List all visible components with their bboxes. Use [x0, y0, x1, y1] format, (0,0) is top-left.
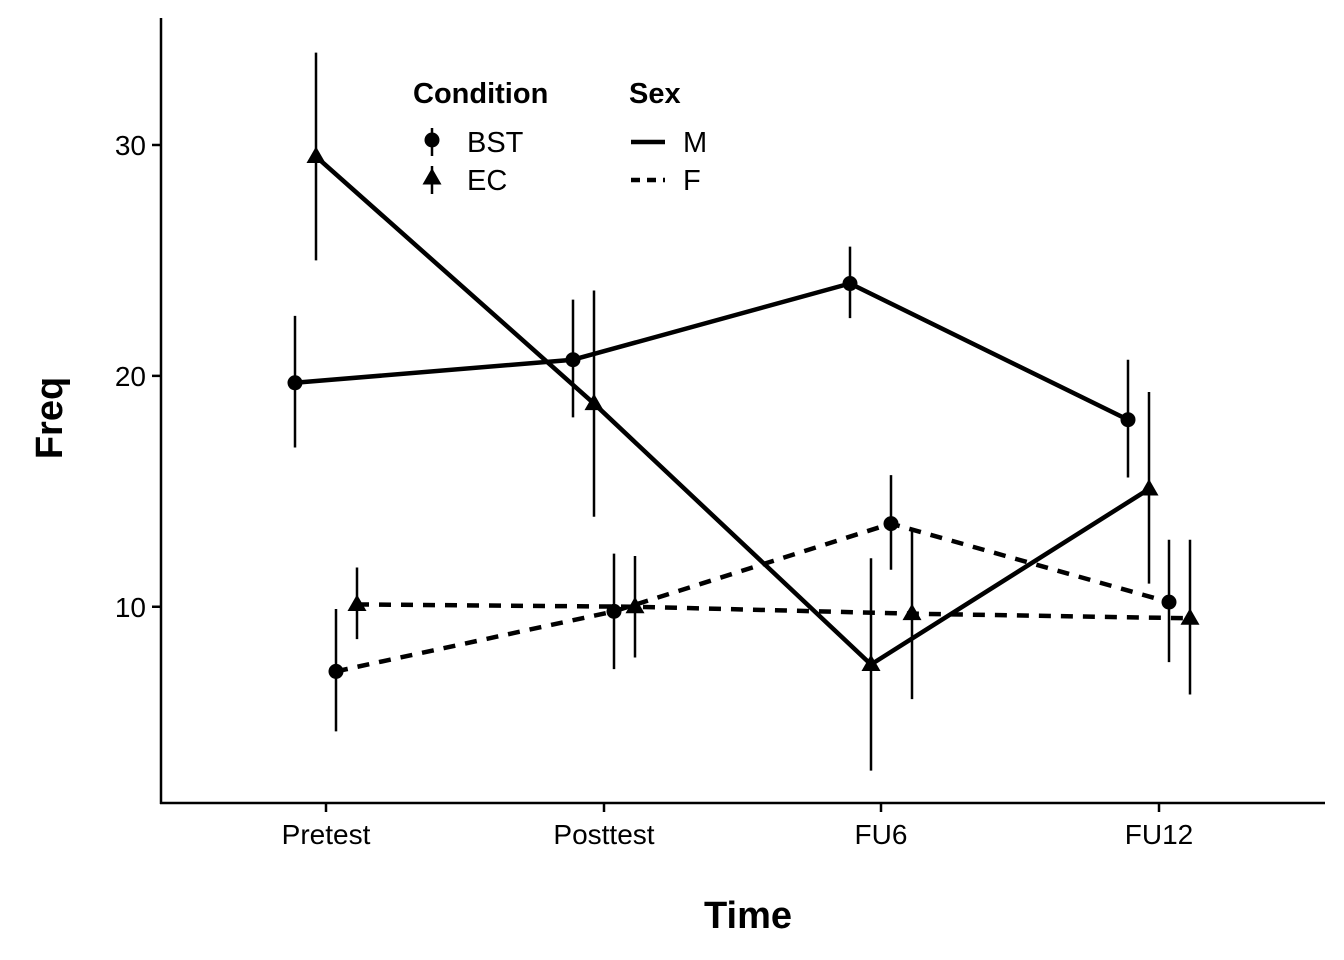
data-point [584, 393, 604, 411]
legend-label: BST [467, 127, 524, 159]
data-point [328, 663, 344, 679]
data-point [1161, 594, 1177, 610]
data-point [902, 603, 922, 621]
legend-key-circle [424, 132, 440, 148]
data-point [842, 276, 858, 292]
data-point [347, 594, 367, 611]
data-point [606, 603, 622, 619]
data-point [565, 352, 581, 368]
series-line [335, 521, 1170, 674]
x-tick-label: FU12 [1125, 819, 1193, 850]
data-point [861, 654, 881, 671]
series-line [314, 154, 1151, 667]
plot-area [287, 52, 1200, 771]
y-axis-title: Freq [29, 377, 71, 459]
x-axis-title: Time [704, 895, 792, 937]
legend-title: Sex [629, 78, 681, 110]
data-point [625, 596, 645, 614]
y-tick-label: 20 [115, 361, 146, 392]
data-point [883, 516, 899, 532]
data-point [306, 146, 326, 164]
data-point [1180, 608, 1200, 625]
series-line [356, 602, 1191, 621]
y-tick-label: 10 [115, 592, 146, 623]
legend-label: F [683, 165, 701, 197]
legend-label: M [683, 127, 707, 159]
legend-title: Condition [413, 78, 548, 110]
axes: 10 20 30 Pretest Posttest FU6 FU12 [115, 18, 1325, 850]
legend-key-triangle [422, 168, 442, 185]
data-point [1120, 412, 1136, 428]
x-tick-label: Posttest [553, 819, 654, 850]
data-point [287, 375, 303, 391]
series-line [294, 281, 1129, 422]
x-tick-label: FU6 [855, 819, 908, 850]
x-tick-label: Pretest [282, 819, 371, 850]
data-point [1139, 479, 1159, 496]
y-tick-label: 30 [115, 130, 146, 161]
legend-label: EC [467, 165, 507, 197]
